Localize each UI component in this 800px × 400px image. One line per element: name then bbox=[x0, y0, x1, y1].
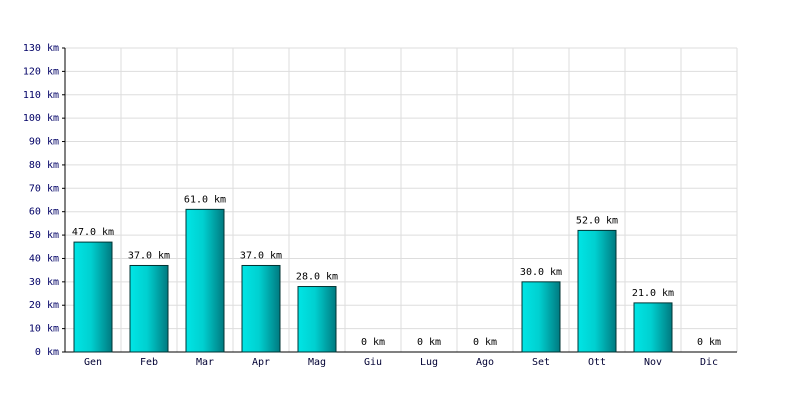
bar bbox=[73, 241, 113, 353]
x-tick-label: Dic bbox=[700, 357, 718, 368]
y-tick-label: 100 km bbox=[23, 113, 59, 124]
bar bbox=[297, 286, 337, 353]
x-tick-label: Gen bbox=[84, 357, 102, 368]
bar bbox=[633, 302, 673, 353]
x-tick-label: Ott bbox=[588, 357, 606, 368]
y-tick-label: 0 km bbox=[35, 347, 59, 358]
value-label: 37.0 km bbox=[240, 250, 282, 261]
y-tick-label: 70 km bbox=[29, 183, 59, 194]
value-label: 30.0 km bbox=[520, 267, 562, 278]
value-label: 0 km bbox=[417, 337, 441, 348]
value-label: 0 km bbox=[473, 337, 497, 348]
y-tick-label: 80 km bbox=[29, 160, 59, 171]
x-tick-label: Mar bbox=[196, 357, 214, 368]
value-label: 28.0 km bbox=[296, 272, 338, 283]
value-label: 47.0 km bbox=[72, 227, 114, 238]
bar bbox=[241, 264, 281, 353]
y-tick-label: 50 km bbox=[29, 230, 59, 241]
y-tick-label: 30 km bbox=[29, 277, 59, 288]
y-tick-label: 10 km bbox=[29, 324, 59, 335]
bar bbox=[185, 208, 225, 353]
value-label: 37.0 km bbox=[128, 250, 170, 261]
x-tick-label: Apr bbox=[252, 357, 270, 368]
y-tick-label: 120 km bbox=[23, 66, 59, 77]
y-tick-label: 60 km bbox=[29, 207, 59, 218]
bar bbox=[577, 229, 617, 353]
x-tick-label: Ago bbox=[476, 357, 494, 368]
value-label: 0 km bbox=[697, 337, 721, 348]
value-label: 52.0 km bbox=[576, 215, 618, 226]
bar bbox=[129, 264, 169, 353]
y-tick-label: 20 km bbox=[29, 300, 59, 311]
x-tick-label: Mag bbox=[308, 357, 326, 368]
y-tick-label: 40 km bbox=[29, 253, 59, 264]
value-label: 0 km bbox=[361, 337, 385, 348]
value-label: 61.0 km bbox=[184, 194, 226, 205]
x-tick-label: Feb bbox=[140, 357, 158, 368]
x-tick-label: Lug bbox=[420, 357, 438, 368]
x-tick-label: Nov bbox=[644, 357, 662, 368]
x-tick-label: Giu bbox=[364, 357, 382, 368]
bar bbox=[521, 281, 561, 353]
x-tick-label: Set bbox=[532, 357, 550, 368]
y-tick-label: 130 km bbox=[23, 43, 59, 54]
value-label: 21.0 km bbox=[632, 288, 674, 299]
y-tick-label: 90 km bbox=[29, 137, 59, 148]
y-tick-label: 110 km bbox=[23, 90, 59, 101]
